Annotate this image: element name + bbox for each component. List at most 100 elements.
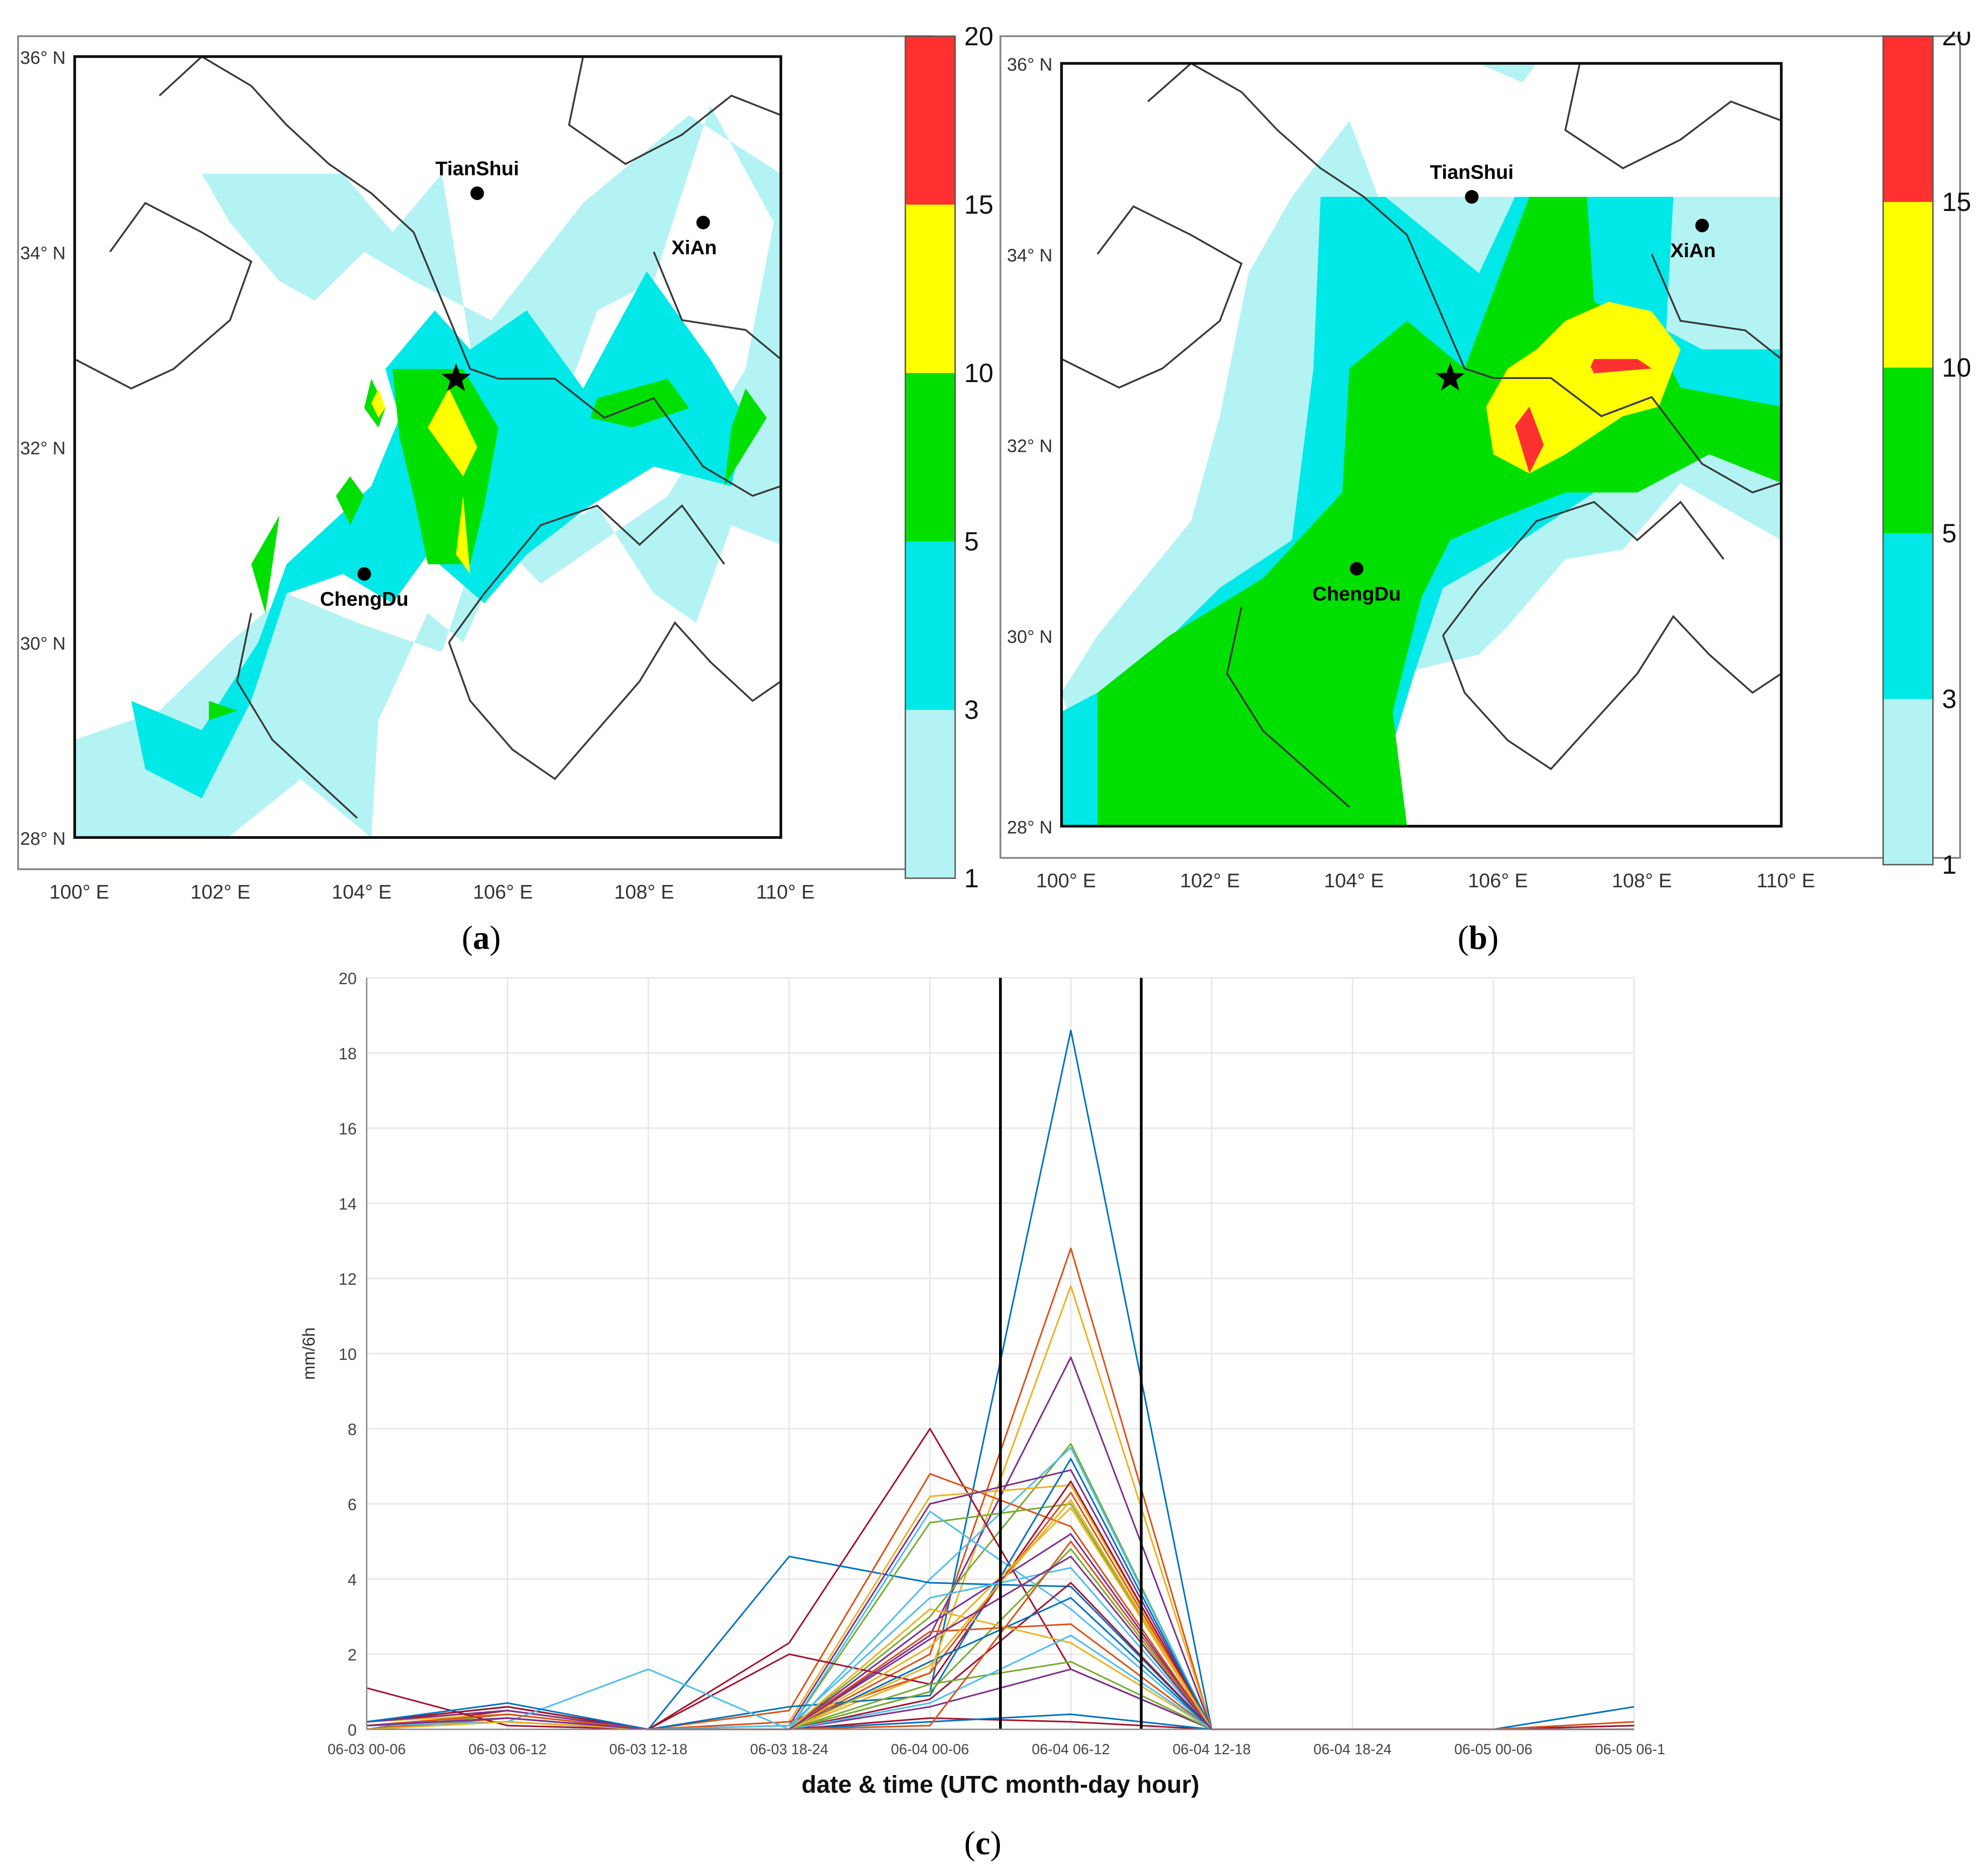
border-line bbox=[568, 56, 781, 165]
lat-tick-label: 34° N bbox=[1007, 245, 1053, 265]
border-line bbox=[1442, 615, 1782, 770]
precip-contour-11 bbox=[371, 388, 386, 418]
colorbar-b: 1 3 5 10 15 20 bbox=[1882, 32, 1971, 880]
lon-tick-label: 104° E bbox=[332, 881, 392, 903]
y-tick-label: 20 bbox=[339, 969, 357, 988]
y-tick-label: 18 bbox=[339, 1044, 357, 1063]
city-marker bbox=[470, 186, 484, 200]
city-label: XiAn bbox=[671, 237, 717, 259]
city-label: TianShui bbox=[435, 158, 519, 180]
colorbar-label: 20 bbox=[1942, 32, 1971, 51]
lat-tick-label: 30° N bbox=[20, 634, 66, 654]
city-marker bbox=[357, 567, 371, 581]
y-tick-label: 4 bbox=[348, 1570, 357, 1589]
colorbar-frame bbox=[904, 35, 956, 879]
lat-tick-label: 36° N bbox=[1007, 55, 1053, 75]
colorbar-frame bbox=[1882, 35, 1934, 866]
x-tick-label: 06-04 18-24 bbox=[1313, 1741, 1392, 1757]
precip-contour-9 bbox=[428, 388, 478, 477]
x-tick-label: 06-04 06-12 bbox=[1032, 1741, 1110, 1757]
colorbar-label: 10 bbox=[964, 359, 994, 388]
precip-contour-7 bbox=[1515, 407, 1544, 474]
lon-tick-label: 106° E bbox=[1468, 870, 1528, 892]
y-tick-label: 16 bbox=[339, 1120, 357, 1138]
precip-contour-6 bbox=[1590, 359, 1652, 373]
colorbar-label: 5 bbox=[964, 527, 979, 556]
city-marker bbox=[696, 215, 710, 230]
x-tick-label: 06-03 12-18 bbox=[609, 1741, 688, 1757]
epicenter-star-icon bbox=[441, 363, 471, 392]
lat-tick-label: 32° N bbox=[1007, 436, 1053, 456]
lon-tick-label: 108° E bbox=[614, 881, 674, 903]
province-borders bbox=[1061, 62, 1782, 808]
precip-field bbox=[75, 105, 781, 838]
colorbar-a: 1 3 5 10 15 20 bbox=[904, 27, 994, 887]
colorbar-label: 3 bbox=[1942, 684, 1956, 714]
lon-tick-label: 110° E bbox=[756, 881, 814, 903]
border-line bbox=[1061, 205, 1243, 389]
colorbar-label: 20 bbox=[964, 27, 994, 51]
border-line bbox=[1493, 377, 1782, 493]
colorbar-segment bbox=[1883, 202, 1933, 368]
border-line bbox=[653, 251, 782, 360]
y-tick-label: 2 bbox=[348, 1646, 357, 1664]
colorbar-segment bbox=[905, 205, 955, 373]
epicenter-star-icon bbox=[1435, 363, 1465, 391]
colorbar-segment bbox=[905, 541, 955, 710]
colorbar-segment bbox=[905, 373, 955, 541]
map-panel-b: 100° E 102° E 104° E 106° E 108° E 110° E 28° … bbox=[1000, 35, 1961, 892]
lat-tick-label: 28° N bbox=[1007, 818, 1053, 838]
lon-tick-label: 100° E bbox=[1036, 870, 1096, 892]
y-tick-label: 12 bbox=[339, 1270, 357, 1288]
caption-b: (b) bbox=[1458, 919, 1499, 957]
caption-a: (a) bbox=[462, 919, 501, 957]
lon-tick-label: 102° E bbox=[1180, 870, 1240, 892]
map-frame bbox=[73, 55, 782, 839]
colorbar-label: 10 bbox=[1942, 353, 1971, 383]
x-tick-label: 06-05 00-06 bbox=[1454, 1741, 1533, 1757]
x-tick-label: 06-03 00-06 bbox=[328, 1741, 406, 1757]
colorbar-segment bbox=[905, 36, 955, 205]
precip-contour-5 bbox=[251, 515, 280, 613]
precip-contour-2 bbox=[392, 369, 498, 565]
precip-field bbox=[1062, 63, 1781, 826]
city-marker bbox=[1465, 190, 1479, 204]
border-line bbox=[1226, 607, 1350, 808]
colorbar-label: 3 bbox=[964, 695, 979, 725]
province-borders bbox=[74, 55, 782, 819]
lat-tick-label: 30° N bbox=[1007, 627, 1053, 647]
lat-tick-label: 28° N bbox=[20, 829, 66, 849]
y-tick-label: 0 bbox=[348, 1721, 357, 1739]
border-line bbox=[158, 55, 499, 380]
lon-tick-label: 100° E bbox=[49, 881, 110, 903]
border-line bbox=[448, 621, 782, 780]
precip-contour-6 bbox=[209, 701, 237, 721]
border-line bbox=[74, 201, 253, 390]
x-tick-label: 06-04 12-18 bbox=[1172, 1741, 1251, 1757]
city-marker bbox=[1349, 562, 1363, 576]
lon-tick-label: 102° E bbox=[191, 881, 251, 903]
colorbar-label: 5 bbox=[1942, 519, 1956, 548]
caption-c: (c) bbox=[964, 1825, 1002, 1862]
precip-contour-8 bbox=[336, 476, 364, 525]
precip-contour-4 bbox=[724, 388, 767, 486]
colorbar-segment bbox=[905, 710, 955, 878]
y-tick-label: 8 bbox=[348, 1420, 357, 1439]
lat-tick-label: 34° N bbox=[20, 243, 66, 263]
border-line bbox=[448, 504, 725, 643]
map-panel-a: 100° E 102° E 104° E 106° E 108° E 110° E 28° … bbox=[17, 35, 933, 903]
colorbar-label: 1 bbox=[1942, 850, 1956, 880]
y-tick-label: 14 bbox=[339, 1195, 357, 1213]
x-tick-label: 06-03 18-24 bbox=[750, 1741, 828, 1757]
lat-tick-label: 32° N bbox=[20, 439, 66, 459]
outer-frame bbox=[1000, 35, 1961, 859]
border-line bbox=[1442, 500, 1725, 636]
lat-tick-label: 36° N bbox=[20, 48, 66, 68]
border-line bbox=[1564, 63, 1782, 169]
city-label: ChengDu bbox=[320, 588, 409, 610]
colorbar-label: 15 bbox=[964, 190, 994, 220]
city-label: TianShui bbox=[1430, 161, 1514, 183]
lon-tick-label: 106° E bbox=[473, 881, 533, 903]
colorbar-label: 15 bbox=[1942, 187, 1971, 217]
x-tick-label: 06-05 06-12 bbox=[1595, 1741, 1666, 1757]
